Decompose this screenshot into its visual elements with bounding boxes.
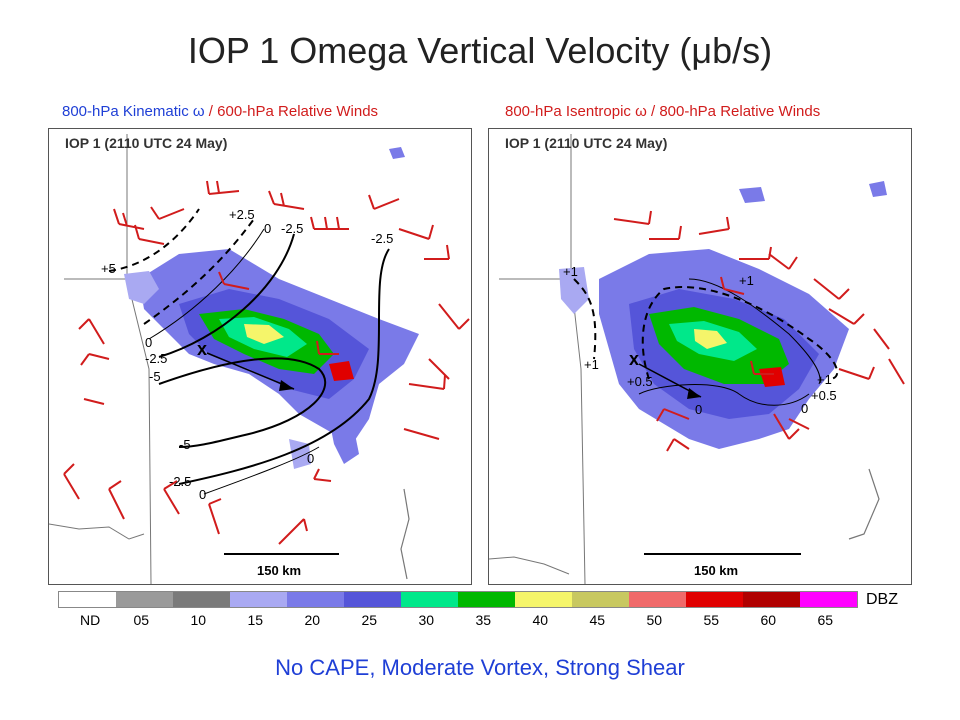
right-vortex-marker: x bbox=[629, 349, 640, 369]
right-radar-map: IOP 1 (2110 UTC 24 May) +1 +1 +1 +0.5 0 … bbox=[488, 128, 912, 585]
right-scale-label: 150 km bbox=[694, 563, 739, 578]
right-contour-label: +1 bbox=[584, 357, 599, 372]
right-map-graphics bbox=[489, 134, 905, 584]
page-title: IOP 1 Omega Vertical Velocity (μb/s) bbox=[187, 30, 773, 71]
summary-caption: No CAPE, Moderate Vortex, Strong Shear bbox=[275, 655, 685, 680]
legend-tick-label: 60 bbox=[760, 612, 777, 628]
right-contour-label: 0 bbox=[695, 402, 703, 417]
legend-swatch bbox=[59, 592, 116, 607]
legend-swatch bbox=[116, 592, 173, 607]
left-subtitle-kinematic: 800-hPa Kinematic bbox=[62, 103, 189, 120]
legend-tick-label: 25 bbox=[361, 612, 378, 628]
right-subtitle-omega-symbol: ω bbox=[635, 103, 647, 120]
right-contour-label: +1 bbox=[563, 264, 578, 279]
legend-tick-label: 30 bbox=[418, 612, 435, 628]
left-radar-map: IOP 1 (2110 UTC 24 May) +2.5 0 -2.5 -2.5… bbox=[48, 128, 472, 585]
legend-tick-label: 15 bbox=[247, 612, 264, 628]
legend-tick-label: 35 bbox=[475, 612, 492, 628]
left-contour-label: -5 bbox=[149, 369, 161, 384]
right-contour-label: +0.5 bbox=[811, 388, 837, 403]
left-contour-label: -2.5 bbox=[145, 351, 168, 366]
legend-tick-labels: 05 10 15 20 25 30 35 40 45 50 55 60 65 bbox=[58, 610, 856, 630]
legend-nd-label: ND bbox=[80, 612, 101, 628]
left-subtitle-winds: / 600-hPa Relative Winds bbox=[204, 103, 379, 120]
left-scale-label: 150 km bbox=[257, 563, 302, 578]
legend-swatch bbox=[230, 592, 287, 607]
right-wind-barbs bbox=[613, 210, 905, 452]
left-panel-subtitle: 800-hPa Kinematic ω / 600-hPa Relative W… bbox=[62, 103, 378, 120]
legend-swatch bbox=[743, 592, 800, 607]
dbz-color-legend: DBZ ND 05 10 15 20 25 30 35 40 45 50 55 60 65 bbox=[58, 591, 898, 631]
left-contour-label: 0 bbox=[264, 221, 272, 236]
left-contour-label: -5 bbox=[179, 437, 191, 452]
legend-tick-label: 20 bbox=[304, 612, 321, 628]
left-contour-label: -2.5 bbox=[371, 231, 394, 246]
left-map-graphics bbox=[49, 134, 470, 584]
legend-tick-label: 45 bbox=[589, 612, 606, 628]
legend-swatch bbox=[173, 592, 230, 607]
legend-tick-label: 50 bbox=[646, 612, 663, 628]
right-subtitle-winds: / 800-hPa Relative Winds bbox=[646, 103, 821, 120]
right-panel-label: IOP 1 (2110 UTC 24 May) bbox=[505, 135, 668, 151]
left-contour-label: 0 bbox=[199, 487, 207, 502]
legend-swatch bbox=[458, 592, 515, 607]
legend-swatch bbox=[287, 592, 344, 607]
left-contour-label: -2.5 bbox=[281, 221, 304, 236]
left-contour-label: 0 bbox=[307, 451, 315, 466]
left-contour-label: +2.5 bbox=[229, 207, 255, 222]
legend-swatch bbox=[572, 592, 629, 607]
left-panel-label: IOP 1 (2110 UTC 24 May) bbox=[65, 135, 228, 151]
right-contour-label: +0.5 bbox=[627, 374, 653, 389]
legend-swatch bbox=[344, 592, 401, 607]
left-contour-label: 0 bbox=[145, 335, 153, 350]
legend-tick-label: 40 bbox=[532, 612, 549, 628]
legend-swatch bbox=[686, 592, 743, 607]
legend-swatch bbox=[515, 592, 572, 607]
right-contour-label: +1 bbox=[817, 372, 832, 387]
legend-tick-label: 10 bbox=[190, 612, 207, 628]
right-subtitle-isentropic: 800-hPa Isentropic bbox=[505, 103, 631, 120]
legend-tick-label: 05 bbox=[133, 612, 150, 628]
right-contour-label: 0 bbox=[801, 401, 809, 416]
left-subtitle-omega-symbol: ω bbox=[192, 103, 205, 120]
legend-swatch bbox=[629, 592, 686, 607]
legend-color-bar bbox=[58, 591, 858, 608]
legend-tick-label: 65 bbox=[817, 612, 834, 628]
right-panel-subtitle: 800-hPa Isentropic ω / 800-hPa Relative … bbox=[505, 103, 820, 120]
legend-swatch bbox=[401, 592, 458, 607]
left-wind-barbs bbox=[63, 180, 470, 545]
left-contour-label: +5 bbox=[101, 261, 116, 276]
legend-unit: DBZ bbox=[866, 591, 898, 608]
legend-tick-label: 55 bbox=[703, 612, 720, 628]
right-contour-label: +1 bbox=[739, 273, 754, 288]
left-vortex-marker: x bbox=[197, 339, 208, 359]
left-contour-label: -2.5 bbox=[169, 474, 192, 489]
legend-swatch bbox=[800, 592, 857, 607]
